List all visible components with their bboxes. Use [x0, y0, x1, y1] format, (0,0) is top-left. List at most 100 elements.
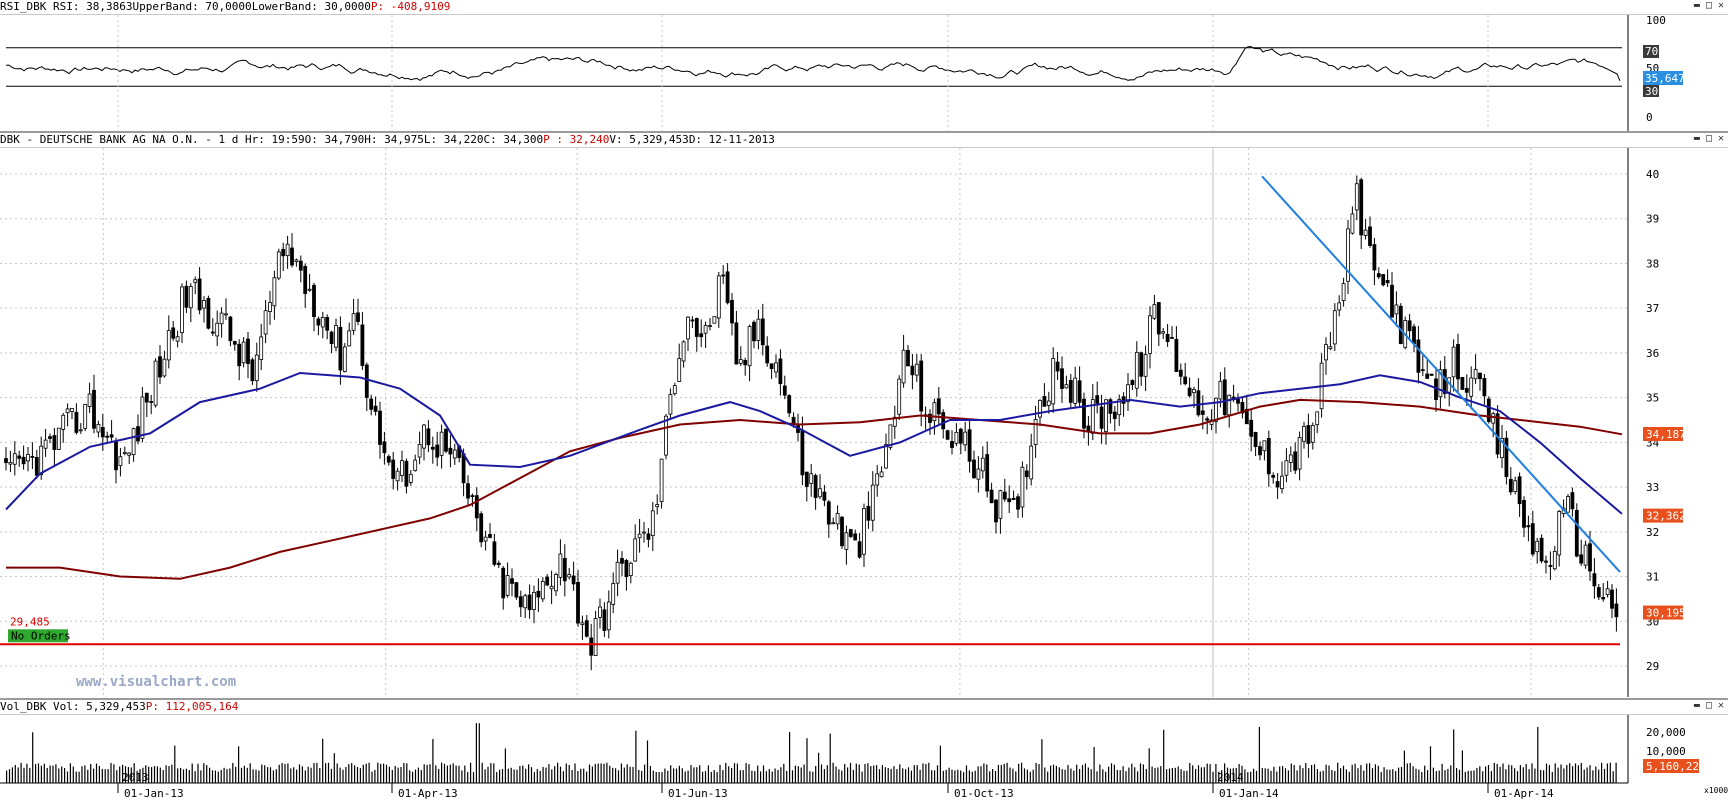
volume-bar: [81, 766, 83, 783]
volume-bar: [1035, 762, 1037, 783]
candle: [822, 485, 827, 507]
minimize-icon[interactable]: ▬: [1693, 700, 1700, 711]
volume-bar: [354, 765, 356, 783]
volume-bar: [478, 723, 480, 783]
minimize-icon[interactable]: ▬: [1693, 0, 1700, 11]
volume-bar: [1409, 762, 1411, 783]
volume-bar: [876, 765, 878, 783]
candle: [536, 578, 541, 612]
volume-bar: [37, 763, 40, 783]
volume-bar: [960, 770, 962, 783]
volume-bar: [968, 770, 970, 783]
candle: [1601, 583, 1606, 602]
volume-bar: [965, 765, 968, 783]
x-axis-year-label: 2013: [122, 771, 149, 784]
volume-bar: [1166, 769, 1168, 783]
volume-bar: [1514, 768, 1516, 783]
candle: [395, 467, 400, 491]
volume-bar: [267, 767, 269, 783]
volume-bar: [1264, 768, 1266, 783]
maximize-icon[interactable]: □: [1705, 700, 1712, 711]
candle: [413, 454, 418, 472]
candle: [906, 344, 910, 367]
candle: [378, 401, 382, 459]
candle: [875, 465, 880, 497]
volume-bar: [684, 771, 686, 783]
orders-badge[interactable]: No Orders: [8, 629, 71, 643]
volume-bar: [1087, 767, 1089, 783]
candle: [92, 374, 96, 434]
candle: [298, 255, 303, 283]
volume-bar: [739, 770, 741, 783]
moving-average-fast: [5, 371, 1623, 515]
close-icon[interactable]: ✕: [1717, 133, 1724, 144]
candle: [1530, 510, 1535, 557]
candle: [1183, 362, 1188, 386]
volume-bar: [1224, 763, 1226, 783]
panel-separator-1[interactable]: [0, 131, 1728, 133]
candle: [12, 441, 17, 476]
svg-text:32,362: 32,362: [1646, 510, 1686, 523]
close-icon[interactable]: ✕: [1717, 0, 1724, 11]
maximize-icon[interactable]: □: [1705, 133, 1712, 144]
maximize-icon[interactable]: □: [1705, 0, 1712, 11]
volume-bar: [487, 766, 489, 783]
candle: [1517, 472, 1522, 517]
x-axis-label: 01-Jan-13: [124, 787, 184, 800]
volume-bar: [1398, 767, 1400, 783]
volume-bar: [609, 765, 611, 783]
volume-bar: [87, 769, 89, 783]
volume-bar: [490, 763, 492, 783]
volume-bar: [1438, 770, 1440, 783]
panel-separator-2[interactable]: [0, 698, 1728, 700]
volume-bar: [690, 765, 692, 783]
volume-bar: [1177, 766, 1179, 783]
volume-bar: [1406, 763, 1408, 783]
candle: [752, 320, 756, 349]
candle: [1500, 425, 1504, 469]
volume-bar: [951, 769, 953, 783]
volume-bar: [264, 765, 266, 783]
volume-bar: [757, 765, 759, 783]
candle: [1522, 496, 1526, 538]
candle: [312, 282, 316, 332]
volume-bar: [429, 764, 431, 783]
candle: [202, 296, 206, 323]
candle: [356, 298, 360, 326]
volume-bar: [1055, 765, 1057, 783]
volume-bar: [1064, 769, 1066, 783]
candle: [527, 584, 532, 619]
volume-bar: [1000, 765, 1002, 783]
candle: [171, 320, 176, 341]
candle: [549, 570, 554, 605]
volume-bar: [1151, 766, 1153, 783]
volume-bar: [754, 771, 756, 783]
volume-last-value-badge: 5,160,221: [1643, 759, 1706, 773]
header-field: H: 34,975: [364, 133, 424, 146]
volume-bar: [182, 769, 185, 783]
candle: [914, 353, 919, 382]
candle: [972, 450, 976, 479]
candle: [1262, 440, 1267, 461]
rsi-chart[interactable]: 100 50 0 70 30 35,647: [0, 15, 1728, 131]
close-icon[interactable]: ✕: [1717, 700, 1724, 711]
volume-bar: [989, 771, 991, 783]
rsi-axis-label-0: 0: [1646, 111, 1653, 124]
candle: [114, 437, 118, 484]
volume-bar: [249, 763, 251, 783]
volume-bar: [719, 764, 721, 783]
volume-bar: [649, 766, 651, 783]
minimize-icon[interactable]: ▬: [1693, 133, 1700, 144]
candle: [1412, 323, 1416, 353]
trendline[interactable]: [1261, 175, 1621, 573]
volume-bar: [658, 772, 660, 783]
volume-bar: [1479, 766, 1481, 783]
volume-bar: [994, 770, 997, 783]
volume-bar: [1215, 763, 1217, 783]
candle: [1156, 302, 1161, 346]
volume-bar: [467, 772, 469, 783]
candle: [325, 314, 330, 340]
volume-bar: [336, 763, 338, 783]
volume-chart[interactable]: 20,000 10,000 5,160,221 x1000 01-Jan-13 0…: [0, 715, 1728, 807]
